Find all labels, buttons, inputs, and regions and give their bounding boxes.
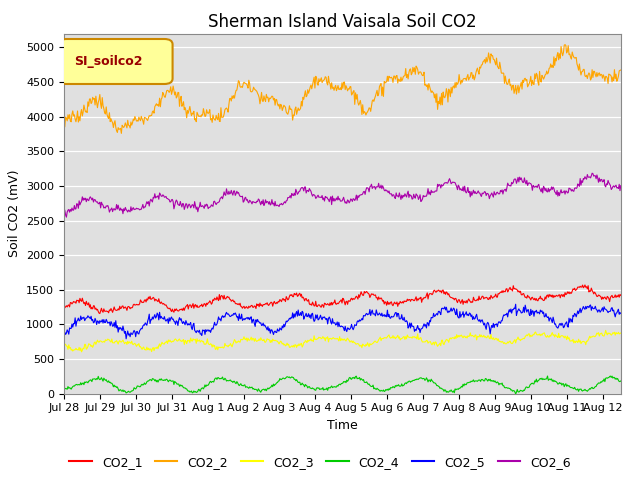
- Text: SI_soilco2: SI_soilco2: [74, 55, 143, 68]
- Title: Sherman Island Vaisala Soil CO2: Sherman Island Vaisala Soil CO2: [208, 12, 477, 31]
- X-axis label: Time: Time: [327, 419, 358, 432]
- Legend: CO2_1, CO2_2, CO2_3, CO2_4, CO2_5, CO2_6: CO2_1, CO2_2, CO2_3, CO2_4, CO2_5, CO2_6: [64, 451, 576, 474]
- Y-axis label: Soil CO2 (mV): Soil CO2 (mV): [8, 170, 20, 257]
- FancyBboxPatch shape: [58, 39, 173, 84]
